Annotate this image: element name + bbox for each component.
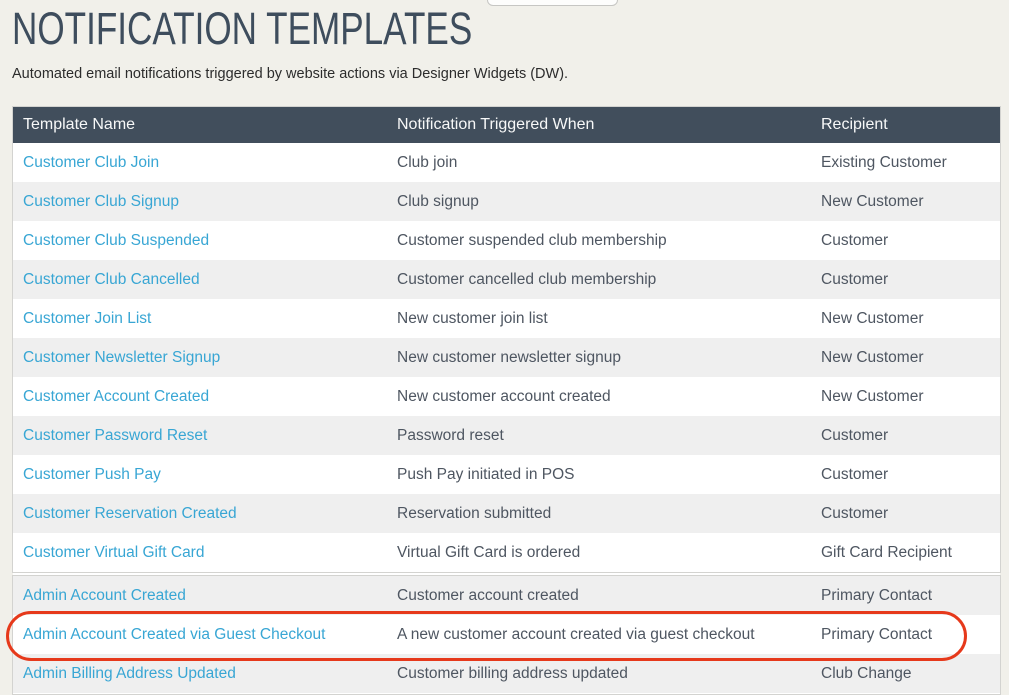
- trigger-cell: Customer cancelled club membership: [397, 270, 657, 288]
- template-name-link[interactable]: Customer Password Reset: [23, 426, 208, 444]
- template-name-link[interactable]: Admin Account Created via Guest Checkout: [23, 625, 326, 643]
- trigger-cell: A new customer account created via guest…: [397, 625, 755, 643]
- recipient-cell: Customer: [821, 426, 889, 444]
- trigger-cell: New customer join list: [397, 309, 548, 327]
- trigger-cell: New customer account created: [397, 387, 611, 405]
- trigger-cell: Club join: [397, 153, 458, 171]
- partial-top-button[interactable]: [487, 0, 618, 6]
- table-row: Customer Newsletter Signup New customer n…: [13, 338, 1000, 377]
- recipient-cell: Existing Customer: [821, 153, 947, 171]
- trigger-cell: Push Pay initiated in POS: [397, 465, 575, 483]
- table-row: Customer Club Join Club join Existing Cust…: [13, 143, 1000, 182]
- recipient-cell: Customer: [821, 231, 889, 249]
- recipient-cell: New Customer: [821, 192, 924, 210]
- template-name-link[interactable]: Customer Club Cancelled: [23, 270, 200, 288]
- table-row: Customer Virtual Gift Card Virtual Gift C…: [13, 533, 1000, 572]
- template-name-link[interactable]: Customer Virtual Gift Card: [23, 543, 205, 561]
- trigger-cell: Customer suspended club membership: [397, 231, 667, 249]
- recipient-cell: New Customer: [821, 309, 924, 327]
- trigger-cell: Club signup: [397, 192, 479, 210]
- template-name-link[interactable]: Customer Newsletter Signup: [23, 348, 221, 366]
- page-subtitle: Automated email notifications triggered …: [12, 66, 569, 82]
- recipient-cell: New Customer: [821, 387, 924, 405]
- trigger-cell: Password reset: [397, 426, 504, 444]
- table-row: Customer Club Suspended Customer suspende…: [13, 221, 1000, 260]
- table-body-customer: Customer Club Join Club join Existing Cust…: [13, 143, 1000, 572]
- recipient-cell: Primary Contact: [821, 625, 933, 643]
- table-row: Customer Push Pay Push Pay initiated in P…: [13, 455, 1000, 494]
- trigger-cell: Customer billing address updated: [397, 664, 628, 682]
- table-row: Customer Club Cancelled Customer cancelle…: [13, 260, 1000, 299]
- recipient-cell: Club Change: [821, 664, 912, 682]
- template-name-link[interactable]: Admin Account Created: [23, 586, 186, 604]
- template-name-link[interactable]: Customer Join List: [23, 309, 152, 327]
- recipient-cell: Customer: [821, 465, 889, 483]
- table-row: Customer Join List New customer join list…: [13, 299, 1000, 338]
- template-name-link[interactable]: Customer Club Signup: [23, 192, 179, 210]
- trigger-cell: New customer newsletter signup: [397, 348, 621, 366]
- template-name-link[interactable]: Customer Reservation Created: [23, 504, 237, 522]
- recipient-cell: Primary Contact: [821, 586, 933, 604]
- recipient-cell: Customer: [821, 504, 889, 522]
- table-header: Template Name Notification Triggered Whe…: [13, 107, 1000, 143]
- table-row: Admin Account Created via Guest Checkout…: [13, 615, 1000, 654]
- recipient-cell: New Customer: [821, 348, 924, 366]
- trigger-cell: Reservation submitted: [397, 504, 552, 522]
- table-row: Customer Reservation Created Reservation …: [13, 494, 1000, 533]
- table-row: Admin Billing Address Updated Customer bi…: [13, 654, 1000, 693]
- recipient-cell: Gift Card Recipient: [821, 543, 952, 561]
- template-name-link[interactable]: Admin Billing Address Updated: [23, 664, 236, 682]
- admin-templates-table: Admin Account Created Customer account cr…: [12, 575, 1001, 695]
- table-row: Customer Club Signup Club signup New Custo…: [13, 182, 1000, 221]
- template-name-link[interactable]: Customer Push Pay: [23, 465, 161, 483]
- recipient-cell: Customer: [821, 270, 889, 288]
- template-name-link[interactable]: Customer Club Join: [23, 153, 160, 171]
- table-body-admin: Admin Account Created Customer account cr…: [13, 576, 1000, 693]
- page-title: NOTIFICATION TEMPLATES: [12, 3, 473, 54]
- table-row: Customer Password Reset Password reset Cus…: [13, 416, 1000, 455]
- column-header-trigger: Notification Triggered When: [397, 116, 595, 133]
- column-header-recipient: Recipient: [821, 116, 888, 133]
- template-name-link[interactable]: Customer Club Suspended: [23, 231, 210, 249]
- trigger-cell: Virtual Gift Card is ordered: [397, 543, 581, 561]
- notification-templates-table: Template Name Notification Triggered Whe…: [12, 106, 1001, 573]
- trigger-cell: Customer account created: [397, 586, 579, 604]
- template-name-link[interactable]: Customer Account Created: [23, 387, 210, 405]
- table-separator: [13, 573, 1000, 575]
- table-row: Customer Account Created New customer acc…: [13, 377, 1000, 416]
- table-row: Admin Account Created Customer account cr…: [13, 576, 1000, 615]
- column-header-template-name: Template Name: [23, 116, 136, 133]
